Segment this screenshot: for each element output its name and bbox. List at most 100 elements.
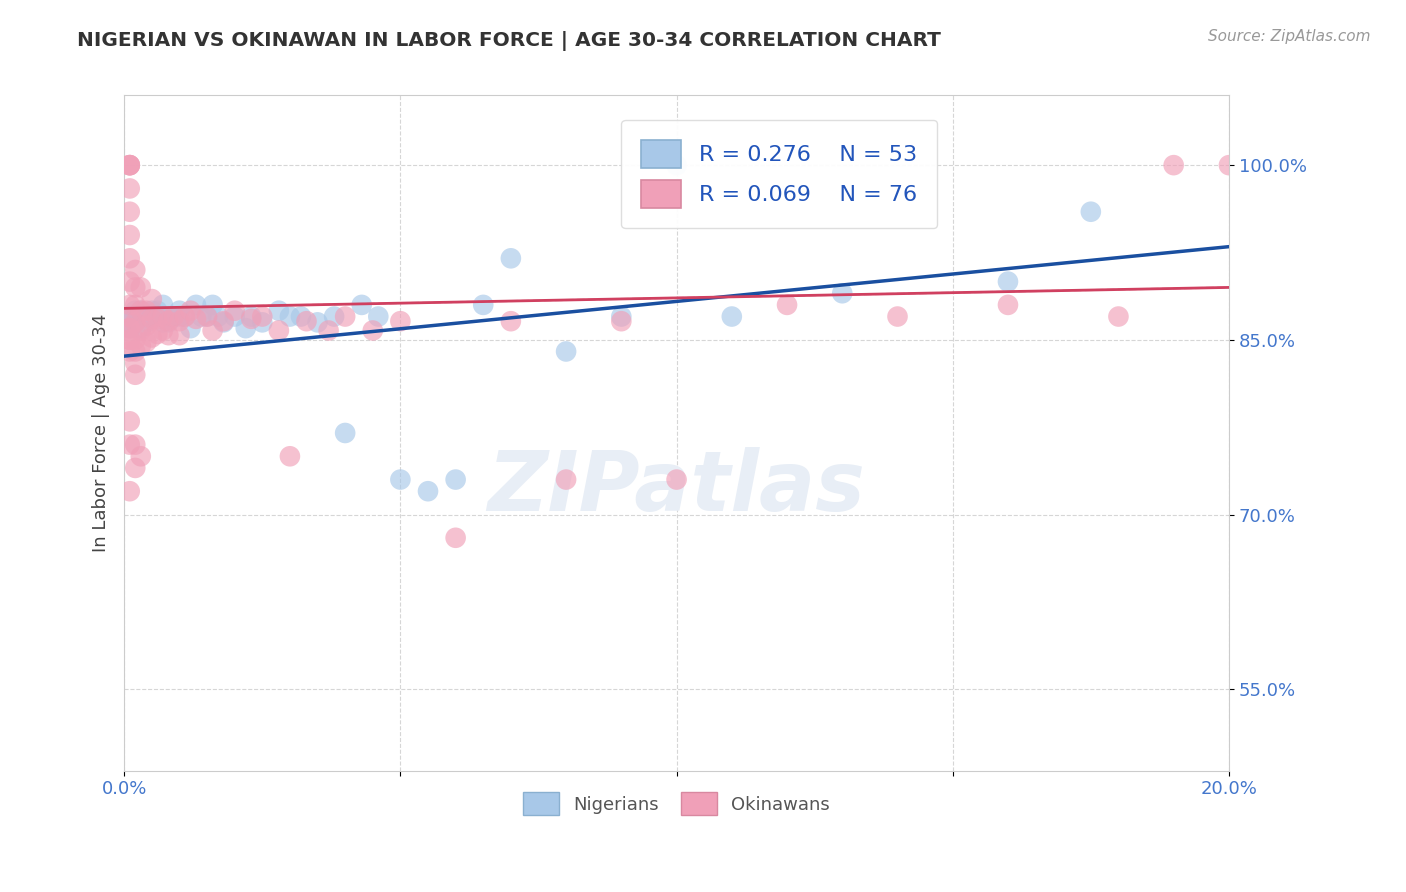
Point	[333, 310, 356, 324]
Point	[776, 298, 799, 312]
Point	[124, 310, 146, 324]
Point	[195, 310, 218, 324]
Point	[267, 303, 290, 318]
Point	[224, 303, 246, 318]
Point	[118, 321, 141, 335]
Point	[212, 314, 235, 328]
Point	[124, 263, 146, 277]
Point	[118, 252, 141, 266]
Point	[389, 314, 412, 328]
Point	[129, 321, 152, 335]
Point	[129, 324, 152, 338]
Point	[118, 310, 141, 324]
Point	[444, 531, 467, 545]
Point	[179, 303, 201, 318]
Point	[141, 292, 163, 306]
Point	[124, 280, 146, 294]
Point	[278, 310, 301, 324]
Point	[118, 315, 141, 329]
Point	[169, 310, 191, 324]
Point	[118, 333, 141, 347]
Point	[997, 275, 1019, 289]
Point	[190, 310, 212, 324]
Point	[235, 321, 257, 335]
Point	[444, 473, 467, 487]
Point	[367, 310, 389, 324]
Point	[141, 310, 163, 324]
Point	[135, 315, 157, 329]
Point	[278, 450, 301, 464]
Point	[163, 310, 186, 324]
Point	[118, 414, 141, 428]
Point	[118, 333, 141, 347]
Point	[184, 298, 207, 312]
Point	[212, 315, 235, 329]
Point	[174, 310, 197, 324]
Point	[307, 315, 329, 329]
Point	[118, 158, 141, 172]
Point	[141, 330, 163, 344]
Point	[124, 368, 146, 382]
Point	[169, 303, 191, 318]
Point	[169, 328, 191, 343]
Point	[118, 158, 141, 172]
Point	[157, 310, 180, 324]
Point	[118, 158, 141, 172]
Point	[318, 324, 340, 338]
Point	[224, 310, 246, 324]
Point	[163, 310, 186, 324]
Point	[886, 310, 908, 324]
Point	[146, 311, 169, 326]
Point	[252, 315, 274, 329]
Point	[152, 315, 174, 329]
Point	[118, 204, 141, 219]
Point	[129, 303, 152, 318]
Point	[184, 311, 207, 326]
Point	[1163, 158, 1185, 172]
Point	[129, 280, 152, 294]
Point	[333, 425, 356, 440]
Point	[720, 310, 742, 324]
Point	[157, 328, 180, 343]
Point	[195, 310, 218, 324]
Point	[169, 314, 191, 328]
Text: ZIPatlas: ZIPatlas	[488, 447, 866, 527]
Point	[135, 318, 157, 333]
Point	[157, 314, 180, 328]
Point	[1218, 158, 1240, 172]
Point	[416, 484, 439, 499]
Point	[135, 310, 157, 324]
Point	[118, 484, 141, 499]
Point	[152, 324, 174, 338]
Y-axis label: In Labor Force | Age 30-34: In Labor Force | Age 30-34	[93, 314, 110, 552]
Point	[146, 303, 169, 318]
Point	[118, 181, 141, 195]
Point	[252, 310, 274, 324]
Point	[129, 338, 152, 352]
Point	[1080, 204, 1102, 219]
Point	[124, 315, 146, 329]
Point	[997, 298, 1019, 312]
Point	[124, 303, 146, 318]
Point	[179, 321, 201, 335]
Point	[124, 437, 146, 451]
Point	[610, 314, 633, 328]
Point	[118, 275, 141, 289]
Point	[129, 450, 152, 464]
Point	[124, 333, 146, 347]
Point	[124, 315, 146, 329]
Point	[124, 356, 146, 370]
Point	[201, 298, 224, 312]
Point	[207, 310, 229, 324]
Point	[118, 437, 141, 451]
Point	[1107, 310, 1129, 324]
Point	[141, 311, 163, 326]
Point	[124, 298, 146, 312]
Point	[118, 158, 141, 172]
Point	[135, 335, 157, 350]
Point	[240, 311, 263, 326]
Point	[499, 314, 522, 328]
Point	[135, 303, 157, 318]
Point	[555, 473, 578, 487]
Point	[290, 310, 312, 324]
